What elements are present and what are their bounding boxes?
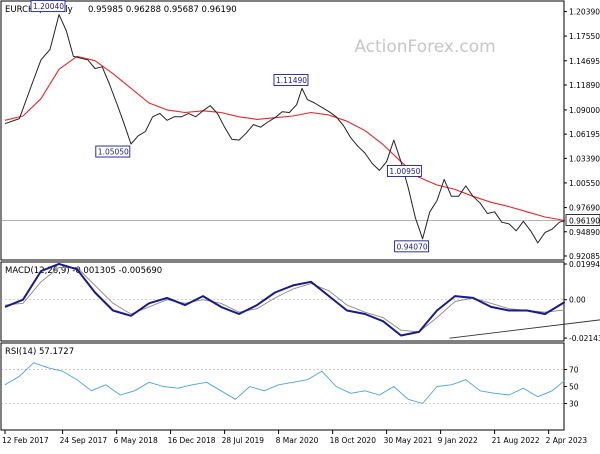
rsi-axis-tick-label: 70 bbox=[569, 366, 579, 375]
macd-axis-tick-label: -0.021434 bbox=[569, 334, 600, 343]
x-tick-label: 12 Feb 2017 bbox=[2, 436, 49, 445]
price-axis-tick-label: 1.06195 bbox=[569, 130, 600, 139]
time-x-axis: 12 Feb 2017 24 Sep 2017 6 May 2018 16 Dec 2… bbox=[2, 430, 600, 445]
price-axis-tick-label: 1.11890 bbox=[569, 81, 600, 90]
x-tick-label: 2 Apr 2023 bbox=[546, 436, 588, 445]
rsi-axis-tick-label: 50 bbox=[569, 383, 579, 392]
x-tick-label: 18 Oct 2020 bbox=[330, 436, 377, 445]
macd-y-axis: 0.019943 0.00 -0.021434 bbox=[564, 260, 600, 343]
x-tick-label: 16 Dec 2018 bbox=[168, 436, 216, 445]
price-axis-tick-label: 1.14695 bbox=[569, 57, 600, 66]
annotation-label: 1.00950 bbox=[389, 167, 420, 176]
macd-axis-tick-label: 0.00 bbox=[569, 296, 586, 305]
rsi-axis-tick-label: 30 bbox=[569, 400, 579, 409]
x-tick-label: 30 May 2021 bbox=[384, 436, 433, 445]
price-axis-tick-label: 0.97690 bbox=[569, 204, 600, 213]
x-tick-label: 8 Mar 2020 bbox=[276, 436, 319, 445]
annotation-label: 0.94070 bbox=[397, 242, 428, 251]
price-annotation: 1.05050 bbox=[96, 146, 130, 157]
x-tick-label: 21 Aug 2022 bbox=[492, 436, 540, 445]
price-header-ohlc: 0.95985 0.96288 0.95687 0.96190 bbox=[88, 5, 237, 15]
price-annotation: 1.00950 bbox=[387, 165, 421, 176]
watermark: ActionForex.com bbox=[354, 37, 495, 57]
annotation-label: 1.05050 bbox=[98, 148, 129, 157]
x-tick-label: 28 Jul 2019 bbox=[222, 436, 265, 445]
current-price-label: 0.96190 bbox=[569, 217, 600, 226]
macd-axis-tick-label: 0.019943 bbox=[569, 260, 600, 269]
annotation-label: 1.11490 bbox=[276, 76, 307, 85]
price-annotation: 1.20040 bbox=[31, 1, 65, 12]
price-axis-tick-label: 1.20390 bbox=[569, 8, 600, 17]
price-axis-tick-label: 1.17550 bbox=[569, 32, 600, 41]
price-axis-tick-label: 1.00550 bbox=[569, 179, 600, 188]
price-annotation: 0.94070 bbox=[395, 241, 429, 252]
price-axis-tick-label: 1.03390 bbox=[569, 154, 600, 163]
annotation-label: 1.20040 bbox=[33, 2, 64, 11]
rsi-header: RSI(14) 57.1727 bbox=[5, 347, 74, 357]
x-tick-label: 24 Sep 2017 bbox=[60, 436, 108, 445]
rsi-y-axis: 70 50 30 bbox=[564, 366, 579, 409]
price-y-axis: 1.20390 1.17550 1.14695 1.11890 1.09000 1.061… bbox=[564, 8, 600, 261]
price-annotation: 1.11490 bbox=[274, 74, 308, 85]
price-axis-tick-label: 0.94890 bbox=[569, 228, 600, 237]
x-tick-label: 9 Jan 2022 bbox=[438, 436, 478, 445]
price-axis-tick-label: 1.09000 bbox=[569, 106, 600, 115]
x-tick-label: 6 May 2018 bbox=[114, 436, 158, 445]
